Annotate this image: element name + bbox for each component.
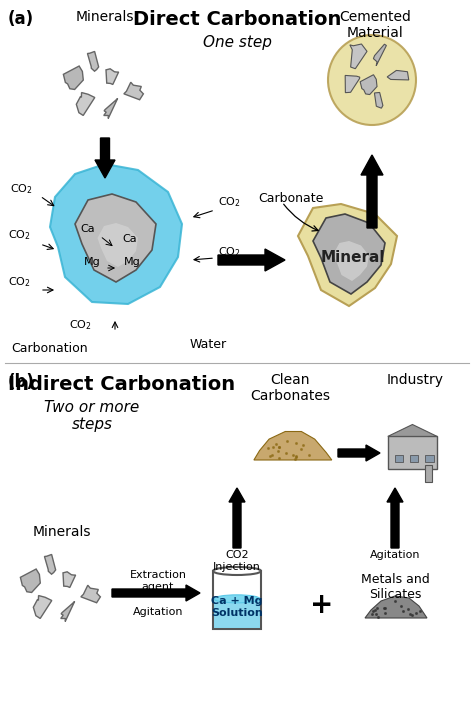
FancyArrow shape: [112, 585, 200, 601]
Text: Agitation: Agitation: [133, 607, 183, 617]
Polygon shape: [61, 602, 74, 621]
Polygon shape: [333, 241, 369, 281]
Text: CO$_2$: CO$_2$: [69, 318, 91, 331]
Bar: [425, 465, 432, 482]
Text: Clean
Carbonates: Clean Carbonates: [250, 373, 330, 403]
Polygon shape: [20, 569, 40, 592]
FancyArrow shape: [95, 138, 115, 178]
Text: CO$_2$: CO$_2$: [218, 195, 241, 209]
Text: CO$_2$: CO$_2$: [8, 228, 31, 242]
Text: Carbonation: Carbonation: [12, 342, 88, 355]
Text: Direct Carbonation: Direct Carbonation: [133, 10, 341, 29]
Polygon shape: [388, 424, 437, 436]
Polygon shape: [81, 585, 100, 603]
Text: Indirect Carbonation: Indirect Carbonation: [8, 375, 235, 394]
Text: CO$_2$: CO$_2$: [10, 182, 33, 196]
Polygon shape: [76, 93, 95, 116]
Text: CO$_2$: CO$_2$: [218, 245, 241, 259]
Text: Water: Water: [190, 338, 227, 351]
Text: Two or more
steps: Two or more steps: [45, 400, 140, 432]
Polygon shape: [350, 44, 367, 69]
Text: Carbonate: Carbonate: [258, 191, 323, 204]
Text: Mg: Mg: [124, 257, 140, 267]
Polygon shape: [33, 595, 52, 618]
Bar: [425, 455, 434, 462]
Bar: [214, 597, 260, 628]
FancyArrow shape: [387, 488, 403, 548]
FancyArrow shape: [338, 445, 380, 461]
Polygon shape: [365, 596, 427, 618]
Polygon shape: [98, 223, 138, 267]
Text: Industry: Industry: [386, 373, 444, 387]
Polygon shape: [75, 194, 156, 282]
Polygon shape: [45, 554, 55, 574]
Polygon shape: [64, 66, 83, 89]
Polygon shape: [88, 52, 99, 71]
Polygon shape: [106, 69, 118, 85]
Ellipse shape: [214, 595, 260, 603]
Polygon shape: [374, 44, 386, 65]
Polygon shape: [104, 99, 118, 119]
Ellipse shape: [213, 567, 261, 575]
Polygon shape: [345, 75, 360, 93]
Text: Cemented
Material: Cemented Material: [339, 10, 411, 40]
Bar: [394, 455, 403, 462]
Text: One step: One step: [202, 35, 272, 50]
Polygon shape: [63, 572, 76, 587]
Bar: [410, 455, 419, 462]
Polygon shape: [50, 164, 182, 304]
FancyArrow shape: [218, 249, 285, 271]
Polygon shape: [360, 75, 377, 94]
Polygon shape: [374, 93, 383, 108]
Text: CO2
Injection: CO2 Injection: [213, 550, 261, 572]
Text: Mg: Mg: [83, 257, 100, 267]
Text: Metals and
Silicates: Metals and Silicates: [361, 573, 429, 601]
Text: (b): (b): [8, 373, 35, 391]
FancyArrow shape: [361, 155, 383, 228]
Polygon shape: [313, 214, 385, 294]
Text: Agitation: Agitation: [370, 550, 420, 560]
Bar: [388, 436, 437, 469]
Text: Ca: Ca: [81, 224, 95, 234]
Text: Extraction
agent: Extraction agent: [129, 570, 186, 592]
Polygon shape: [124, 82, 144, 100]
Text: Minerals: Minerals: [33, 525, 91, 539]
Text: Mineral: Mineral: [321, 250, 385, 265]
Text: CO$_2$: CO$_2$: [8, 275, 31, 289]
Text: Ca + Mg
Solution: Ca + Mg Solution: [211, 596, 263, 618]
Ellipse shape: [328, 35, 416, 125]
Text: Ca: Ca: [123, 234, 137, 244]
Text: Minerals: Minerals: [76, 10, 134, 24]
Text: +: +: [310, 591, 334, 619]
Bar: [213, 571, 261, 629]
Polygon shape: [298, 204, 397, 306]
Text: (a): (a): [8, 10, 34, 28]
Polygon shape: [254, 431, 332, 460]
Polygon shape: [387, 70, 409, 80]
FancyArrow shape: [229, 488, 245, 548]
